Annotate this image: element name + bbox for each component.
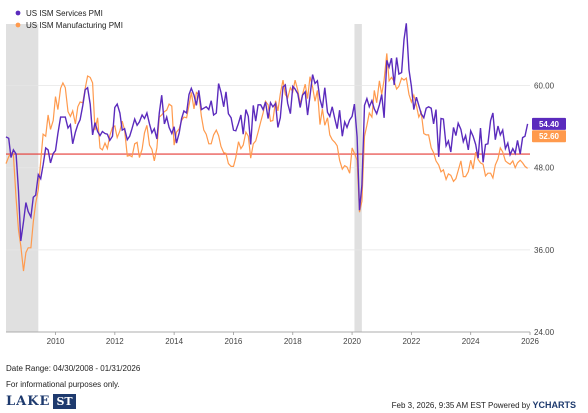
date-range-text: Date Range: 04/30/2008 - 01/31/2026 [6, 364, 141, 373]
gridlines [6, 85, 530, 333]
series-line-services [5, 23, 529, 242]
timestamp-text: Feb 3, 2026, 9:35 AM EST Powered by YCHA… [392, 400, 576, 410]
x-tick-label: 2016 [225, 337, 243, 346]
y-tick-label: 24.00 [534, 328, 555, 337]
end-label-text: 54.40 [539, 120, 560, 129]
series-line-manufacturing [5, 53, 528, 272]
y-tick-label: 36.00 [534, 246, 555, 255]
end-label-manufacturing: 52.60 [532, 130, 566, 143]
y-tick-label: 48.00 [534, 164, 555, 173]
end-label-box [532, 117, 566, 130]
x-tick-label: 2022 [402, 337, 420, 346]
y-tick-labels: 24.00 36.00 48.00 60.00 [534, 82, 555, 337]
x-tick-label: 2020 [343, 337, 361, 346]
series-end-labels: 54.40 52.60 [532, 117, 566, 143]
legend-label: US ISM Services PMI [26, 9, 103, 18]
legend[interactable]: US ISM Services PMI US ISM Manufacturing … [15, 9, 123, 30]
x-tick-label: 2026 [521, 337, 539, 346]
x-tick-label: 2012 [106, 337, 124, 346]
pmi-line-chart: 2010 2012 2014 2016 2018 2020 2022 2024 2026 24.… [5, 9, 566, 346]
timestamp-value: Feb 3, 2026, 9:35 AM EST Powered by [391, 401, 531, 410]
y-tick-label: 60.00 [534, 82, 555, 91]
x-tick-labels: 2010 2012 2014 2016 2018 2020 2022 2024 2026 [47, 332, 539, 346]
legend-item-services[interactable]: US ISM Services PMI [15, 9, 103, 18]
end-label-services: 54.40 [532, 117, 566, 130]
logo-text: LAKE [6, 393, 51, 409]
legend-swatch [15, 10, 21, 16]
end-label-box [532, 130, 566, 143]
disclaimer-text: For informational purposes only. [6, 380, 120, 389]
recession-shading-group [6, 24, 362, 332]
legend-label: US ISM Manufacturing PMI [26, 21, 123, 30]
recession-band-0 [6, 24, 39, 332]
x-tick-label: 2024 [462, 337, 480, 346]
ycharts-brand: YCHARTS [532, 400, 576, 410]
legend-swatch [15, 22, 21, 28]
legend-item-manufacturing[interactable]: US ISM Manufacturing PMI [15, 21, 123, 30]
x-tick-label: 2010 [47, 337, 65, 346]
x-tick-label: 2018 [284, 337, 302, 346]
lake-st-logo: LAKE ST [6, 392, 76, 410]
x-tick-label: 2014 [165, 337, 183, 346]
end-label-text: 52.60 [539, 132, 560, 141]
logo-box: ST [53, 393, 76, 409]
